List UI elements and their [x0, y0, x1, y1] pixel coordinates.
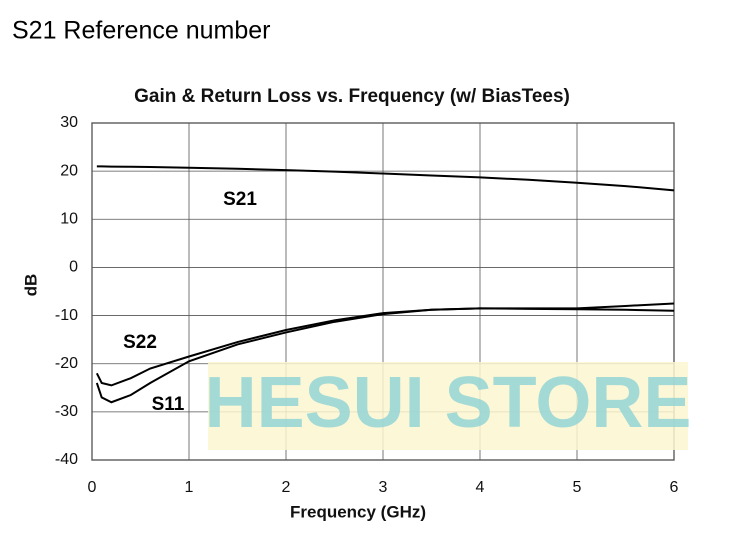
x-tick-label: 3 — [379, 479, 388, 496]
x-tick-label: 2 — [282, 479, 291, 496]
series-label: S22 — [123, 332, 157, 353]
series-line — [96, 165, 675, 192]
y-axis-label: dB — [21, 274, 40, 297]
x-tick-label: 4 — [476, 479, 485, 496]
x-axis-label: Frequency (GHz) — [290, 502, 426, 521]
page-title: S21 Reference number — [12, 17, 270, 45]
y-tick-label: 0 — [69, 259, 78, 276]
x-tick-label: 1 — [185, 479, 194, 496]
x-tick-label: 6 — [670, 479, 679, 496]
chart-title: Gain & Return Loss vs. Frequency (w/ Bia… — [134, 86, 570, 107]
y-tick-label: 10 — [60, 211, 78, 228]
watermark: HESUI STORE — [205, 363, 692, 443]
watermark-background — [208, 362, 688, 450]
y-tick-label: 30 — [60, 114, 78, 131]
series-label: S21 — [223, 189, 257, 210]
y-tick-label: -20 — [55, 355, 78, 372]
series-label: S11 — [152, 394, 185, 415]
x-tick-label: 0 — [88, 479, 97, 496]
y-tick-label: -10 — [55, 307, 78, 324]
series-line — [95, 307, 675, 404]
y-tick-label: 20 — [60, 162, 78, 179]
y-tick-label: -30 — [55, 403, 78, 420]
y-tick-label: -40 — [55, 451, 78, 468]
x-tick-label: 5 — [573, 479, 582, 496]
